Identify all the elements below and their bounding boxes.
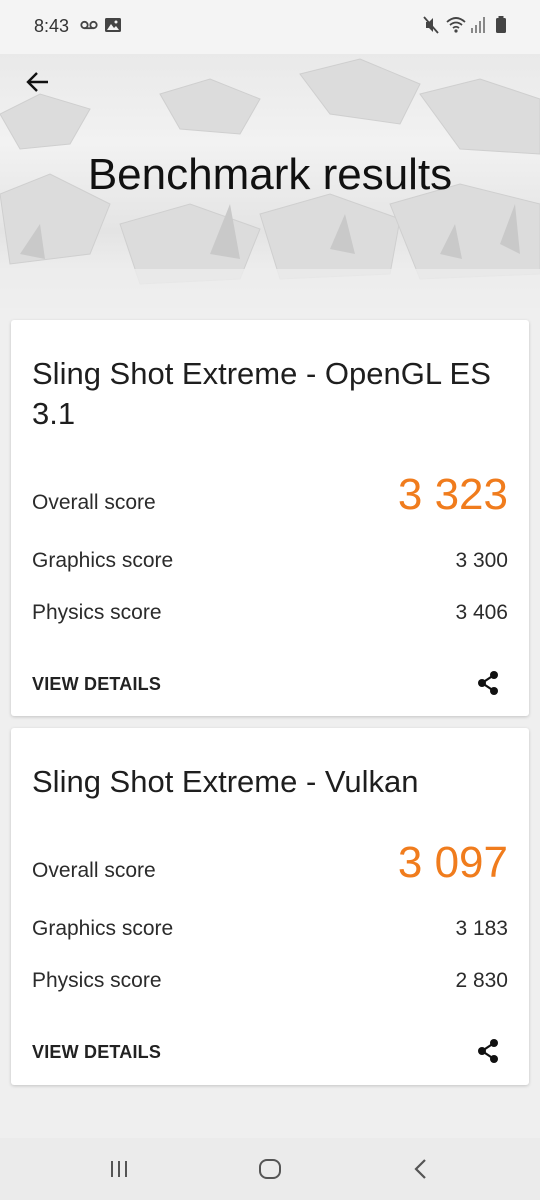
overall-score-value: 3 097 — [397, 838, 508, 887]
mute-icon — [422, 15, 440, 40]
share-icon — [478, 1039, 498, 1063]
graphics-score-label: Graphics score — [32, 549, 174, 572]
result-card-opengl: Sling Shot Extreme - OpenGL ES 3.1 Overa… — [11, 320, 529, 716]
graphics-score-value: 3 183 — [455, 917, 508, 940]
system-nav-bar — [0, 1138, 540, 1200]
arrow-left-icon — [26, 72, 48, 92]
status-bar: 8:43 — [0, 0, 540, 54]
rocks-background-illustration — [0, 58, 540, 308]
view-details-button[interactable]: VIEW DETAILS — [32, 1042, 162, 1062]
share-button[interactable] — [473, 1036, 503, 1066]
recent-apps-icon — [111, 1161, 127, 1177]
home-icon — [259, 1159, 281, 1179]
graphics-score-label: Graphics score — [32, 917, 174, 940]
result-card-vulkan: Sling Shot Extreme - Vulkan Overall scor… — [11, 728, 529, 1085]
physics-score-label: Physics score — [32, 969, 162, 992]
overall-score-label: Overall score — [32, 859, 156, 882]
physics-score-value: 3 406 — [455, 601, 508, 624]
recent-apps-button[interactable] — [104, 1154, 134, 1184]
status-time: 8:43 — [34, 16, 70, 36]
battery-icon — [495, 15, 507, 40]
overall-score-label: Overall score — [32, 491, 156, 514]
page-title: Benchmark results — [87, 150, 453, 199]
overall-score-value: 3 323 — [397, 470, 508, 519]
share-button[interactable] — [473, 668, 503, 698]
back-icon — [414, 1159, 426, 1179]
card-title: Sling Shot Extreme - OpenGL ES 3.1 — [32, 356, 491, 431]
signal-icon — [470, 15, 486, 40]
card-title: Sling Shot Extreme - Vulkan — [32, 764, 419, 799]
wifi-icon — [446, 15, 466, 40]
share-icon — [478, 671, 498, 695]
back-button[interactable] — [18, 62, 58, 102]
graphics-score-value: 3 300 — [455, 549, 508, 572]
nav-back-button[interactable] — [406, 1154, 436, 1184]
image-icon — [104, 15, 122, 40]
voicemail-icon — [80, 15, 98, 40]
header-banner: Benchmark results — [0, 54, 540, 308]
home-button[interactable] — [255, 1154, 285, 1184]
physics-score-value: 2 830 — [455, 969, 508, 992]
view-details-button[interactable]: VIEW DETAILS — [32, 674, 162, 694]
physics-score-label: Physics score — [32, 601, 162, 624]
